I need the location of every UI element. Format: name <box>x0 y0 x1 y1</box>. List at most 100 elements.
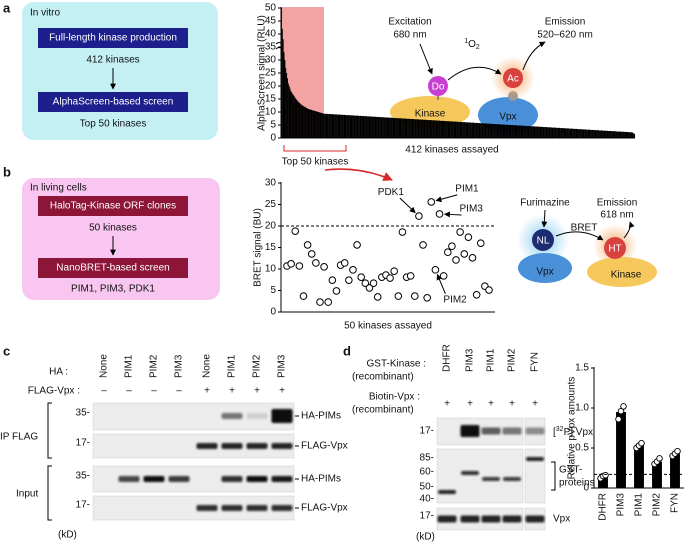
bar <box>586 129 588 138</box>
bar <box>342 114 344 138</box>
bar <box>465 122 467 138</box>
bar <box>387 117 389 138</box>
bar <box>558 127 560 138</box>
replicate-point <box>638 439 645 447</box>
bar <box>391 117 393 138</box>
bar <box>627 132 629 138</box>
blot-band <box>246 505 268 511</box>
bar <box>319 112 321 138</box>
bar <box>431 120 433 138</box>
blot-band <box>246 413 268 419</box>
bar <box>443 120 445 138</box>
bar <box>584 129 586 138</box>
bar <box>589 129 591 138</box>
bar <box>502 124 504 138</box>
point <box>369 279 378 287</box>
bar <box>424 119 426 138</box>
bar <box>588 129 590 138</box>
blot-band <box>503 477 521 481</box>
bar <box>481 123 483 138</box>
bar <box>582 129 584 138</box>
bar <box>621 131 623 138</box>
bar <box>303 106 305 138</box>
bar <box>475 122 477 138</box>
bar <box>563 128 565 138</box>
bar <box>616 131 618 138</box>
bar <box>325 113 327 138</box>
bar <box>530 126 532 138</box>
bar <box>469 122 471 138</box>
bar <box>628 132 630 138</box>
point <box>373 293 382 301</box>
bar <box>436 120 438 138</box>
bar <box>552 127 554 138</box>
bar <box>554 127 556 138</box>
bar <box>525 126 527 138</box>
donor-text: Do <box>432 82 445 93</box>
point <box>452 256 460 264</box>
bar <box>493 123 495 138</box>
bar <box>529 126 531 138</box>
bar <box>548 127 550 138</box>
bar <box>427 120 429 138</box>
bar <box>365 116 367 138</box>
point <box>295 262 304 270</box>
bar <box>312 110 314 138</box>
bar <box>384 117 386 138</box>
blot-band <box>196 443 218 449</box>
bar <box>321 113 323 138</box>
bar <box>336 114 338 138</box>
bar <box>607 130 609 138</box>
bar <box>504 124 506 138</box>
bar <box>401 118 403 138</box>
bar <box>442 120 444 138</box>
bar <box>440 120 442 138</box>
bar <box>288 86 290 138</box>
bar <box>597 130 599 138</box>
bar <box>306 108 308 138</box>
point <box>291 227 300 235</box>
bar <box>350 115 352 138</box>
step-box <box>38 28 188 48</box>
superscript: 32 <box>556 426 564 433</box>
bar <box>480 123 482 138</box>
lane-sign: – <box>101 386 107 397</box>
lane-sign: – <box>126 386 132 397</box>
bar <box>338 114 340 138</box>
bar <box>450 121 452 138</box>
lane-label: PIM1 <box>124 354 135 378</box>
bar <box>403 118 405 138</box>
bar <box>483 123 485 138</box>
bracket <box>47 465 52 521</box>
bar <box>469 122 471 138</box>
blot-band <box>437 515 457 523</box>
lane-label: PIM2 <box>507 348 518 372</box>
bar <box>425 119 427 138</box>
bar <box>283 52 285 139</box>
bar <box>478 123 480 138</box>
bar <box>451 121 453 138</box>
lane-label: PIM3 <box>174 354 185 378</box>
vpx-text: Vpx <box>536 267 553 278</box>
bar <box>600 130 602 138</box>
point <box>410 292 419 300</box>
bar <box>622 131 624 138</box>
kinase-shape <box>587 257 657 287</box>
blot-band <box>221 443 243 449</box>
row-label: Biotin-Vpx : <box>369 392 420 403</box>
bar <box>345 115 347 138</box>
bar <box>281 28 283 138</box>
unit-label: (kD) <box>58 530 77 541</box>
bar <box>420 119 422 138</box>
bar <box>473 122 475 138</box>
emission-arrow <box>522 41 546 71</box>
singlet-oxygen: 1O2 <box>464 38 480 51</box>
bar <box>422 119 424 138</box>
bar <box>518 125 520 138</box>
text: P] Vpx <box>564 427 593 438</box>
excitation-arrow <box>419 43 433 75</box>
lane-label: PIM2 <box>149 354 160 378</box>
bar <box>542 126 544 138</box>
bar <box>426 119 428 138</box>
